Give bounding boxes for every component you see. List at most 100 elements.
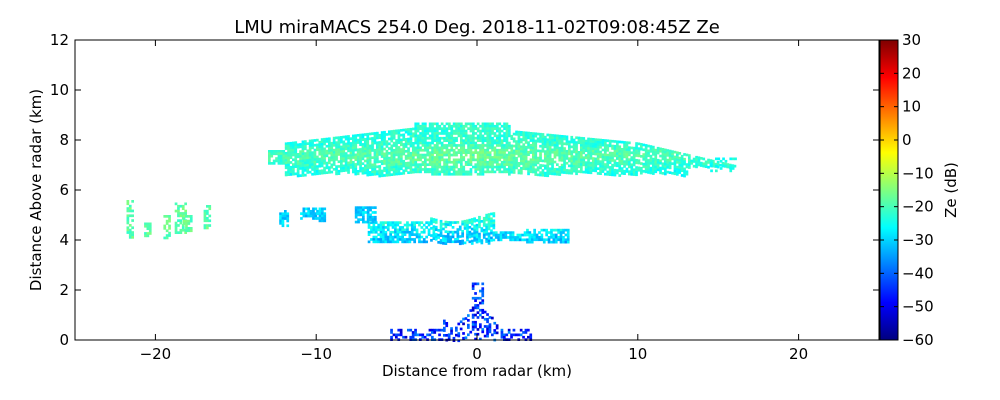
echo-pixel: [179, 231, 183, 234]
echo-pixel: [296, 172, 300, 175]
echo-pixel: [486, 153, 490, 157]
echo-pixel: [361, 155, 365, 158]
echo-pixel: [661, 172, 665, 175]
echo-pixel: [620, 150, 624, 154]
echo-pixel: [462, 129, 466, 133]
echo-pixel: [386, 228, 390, 232]
echo-pixel: [409, 166, 413, 169]
echo-pixel: [289, 141, 293, 145]
echo-pixel: [372, 228, 376, 232]
echo-pixel: [623, 150, 626, 154]
echo-pixel: [373, 168, 377, 171]
echo-pixel: [340, 150, 343, 154]
echo-pixel: [592, 150, 595, 153]
echo-pixel: [551, 138, 554, 142]
echo-pixel: [456, 240, 460, 243]
echo-pixel: [403, 240, 407, 244]
echo-pixel: [275, 157, 278, 160]
echo-pixel: [356, 160, 360, 164]
echo-pixel: [128, 207, 132, 210]
echo-pixel: [292, 151, 295, 154]
echo-pixel: [400, 143, 403, 147]
echo-pixel: [491, 160, 494, 164]
echo-pixel: [376, 155, 379, 159]
echo-pixel: [208, 205, 212, 208]
echo-pixel: [541, 137, 545, 141]
echo-pixel: [492, 226, 496, 230]
echo-pixel: [428, 168, 432, 171]
echo-pixel: [419, 136, 422, 140]
echo-pixel: [436, 168, 439, 171]
echo-pixel: [359, 164, 362, 168]
echo-pixel: [380, 133, 384, 137]
echo-pixel: [163, 215, 167, 218]
echo-pixel: [479, 168, 482, 171]
echo-pixel: [556, 134, 559, 138]
echo-pixel: [275, 150, 278, 153]
echo-pixel: [515, 140, 518, 143]
echo-pixel: [320, 162, 324, 165]
echo-pixel: [464, 160, 468, 164]
echo-pixel: [330, 170, 334, 174]
echo-pixel: [491, 144, 494, 147]
echo-pixel: [390, 335, 393, 339]
echo-pixel: [187, 227, 191, 230]
echo-pixel: [367, 226, 371, 229]
echo-pixel: [445, 148, 449, 152]
echo-pixel: [440, 129, 444, 133]
echo-pixel: [362, 215, 365, 219]
echo-pixel: [306, 154, 310, 157]
echo-pixel: [394, 221, 397, 224]
echo-pixel: [431, 141, 434, 145]
echo-pixel: [503, 335, 506, 339]
echo-pixel: [503, 144, 506, 147]
y-tick-label: 10: [50, 81, 69, 99]
echo-pixel: [431, 136, 434, 140]
echo-pixel: [383, 157, 386, 160]
echo-pixel: [700, 161, 703, 165]
echo-pixel: [431, 124, 434, 128]
echo-pixel: [419, 156, 422, 159]
echo-pixel: [517, 142, 521, 146]
echo-pixel: [385, 152, 389, 155]
echo-pixel: [517, 135, 521, 139]
echo-pixel: [500, 124, 504, 128]
echo-pixel: [604, 163, 607, 166]
echo-pixel: [383, 147, 386, 151]
echo-pixel: [349, 144, 353, 148]
echo-pixel: [529, 146, 533, 150]
echo-pixel: [514, 236, 517, 239]
echo-pixel: [304, 214, 308, 218]
echo-pixel: [488, 127, 492, 130]
echo-pixel: [304, 207, 308, 211]
echo-pixel: [664, 165, 667, 169]
echo-pixel: [409, 328, 413, 332]
echo-pixel: [384, 221, 388, 224]
echo-pixel: [377, 238, 380, 241]
echo-pixel: [563, 161, 566, 165]
echo-pixel: [342, 140, 346, 144]
echo-pixel: [374, 206, 377, 209]
echo-pixel: [510, 166, 514, 169]
echo-pixel: [529, 163, 533, 166]
echo-pixel: [532, 163, 535, 167]
x-tick-label: −10: [300, 345, 332, 363]
echo-pixel: [302, 207, 306, 211]
echo-pixel: [635, 173, 638, 177]
echo-pixel: [520, 131, 523, 134]
echo-pixel: [128, 228, 132, 232]
echo-pixel: [608, 139, 612, 143]
echo-pixel: [418, 223, 421, 227]
echo-pixel: [407, 166, 410, 170]
echo-pixel: [606, 146, 610, 150]
near-radar-clutter: [390, 282, 533, 343]
echo-pixel: [433, 144, 437, 147]
echo-pixel: [632, 151, 636, 155]
echo-pixel: [599, 172, 602, 175]
echo-pixel: [454, 238, 457, 241]
echo-pixel: [515, 133, 518, 136]
left-streak: [163, 215, 171, 240]
echo-pixel: [479, 129, 482, 133]
echo-pixel: [511, 238, 515, 242]
echo-pixel: [414, 122, 418, 126]
